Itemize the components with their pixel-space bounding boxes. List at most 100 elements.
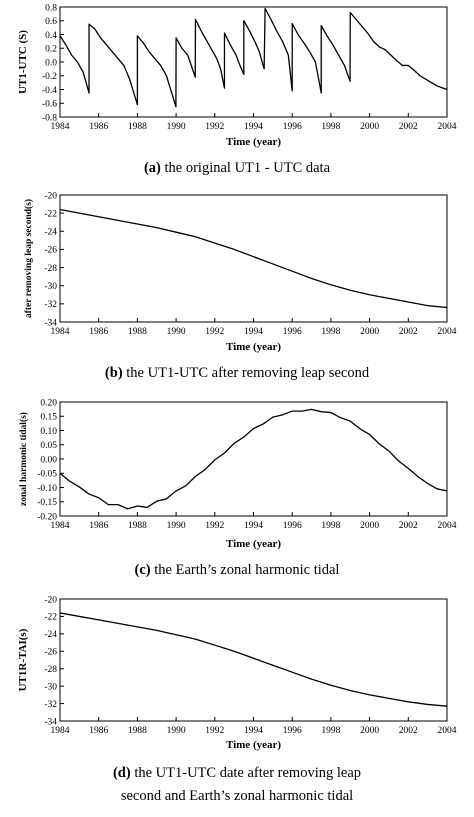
y-tick-label: -26 bbox=[44, 648, 57, 658]
y-tick-label: -0.20 bbox=[37, 512, 57, 522]
x-tick-label: 1988 bbox=[128, 122, 147, 132]
x-tick-label: 2002 bbox=[399, 521, 418, 531]
y-axis-label: zonal harmonic tidal(s) bbox=[18, 412, 29, 506]
y-tick-label: -22 bbox=[44, 209, 57, 219]
chart-panel-4: 1984 1986 1988 1990 1992 1994 1996 1998 2000 2002… bbox=[17, 595, 457, 804]
x-tick-label: 1990 bbox=[167, 521, 186, 531]
x-tick-label: 2002 bbox=[399, 327, 418, 337]
panel-caption-text: the UT1-UTC after removing leap second bbox=[123, 365, 370, 381]
x-tick-label: 1986 bbox=[89, 521, 108, 531]
x-tick-label: 2000 bbox=[360, 521, 379, 531]
y-tick-label: -24 bbox=[44, 630, 57, 640]
y-tick-label: -28 bbox=[44, 264, 57, 274]
y-tick-label: 0.00 bbox=[40, 455, 57, 465]
panel-caption: (d) the UT1-UTC date after removing leap bbox=[113, 765, 361, 781]
panel-caption-text: the Earth’s zonal harmonic tidal bbox=[151, 562, 340, 578]
panel-label: (d) bbox=[113, 765, 131, 781]
x-tick-label: 2004 bbox=[438, 327, 457, 337]
y-tick-label: -20 bbox=[44, 191, 57, 201]
x-tick-label: 2000 bbox=[360, 327, 379, 337]
x-tick-label: 1998 bbox=[321, 521, 340, 531]
x-tick-label: 1992 bbox=[205, 726, 224, 736]
x-tick-label: 1998 bbox=[321, 726, 340, 736]
y-tick-label: -34 bbox=[44, 717, 57, 727]
y-tick-label: -0.8 bbox=[42, 113, 57, 123]
series-line-1 bbox=[59, 208, 448, 309]
x-tick-label: 2000 bbox=[360, 122, 379, 132]
y-tick-label: -28 bbox=[44, 665, 57, 675]
x-tick-label: 1984 bbox=[51, 122, 70, 132]
x-tick-label: 1986 bbox=[89, 726, 108, 736]
y-tick-label: -22 bbox=[44, 613, 57, 623]
x-tick-label: 1988 bbox=[128, 327, 147, 337]
x-tick-label: 1994 bbox=[244, 327, 263, 337]
x-tick-label: 1984 bbox=[51, 726, 70, 736]
x-axis-label: Time (year) bbox=[226, 739, 281, 751]
y-tick-label: 0.0 bbox=[45, 58, 57, 68]
y-tick-label: -0.2 bbox=[42, 72, 57, 82]
x-tick-label: 1998 bbox=[321, 327, 340, 337]
y-tick-label: -32 bbox=[44, 700, 57, 710]
panel-caption: (a) the original UT1 - UTC data bbox=[144, 160, 331, 176]
y-tick-label: 0.20 bbox=[40, 398, 57, 408]
y-tick-label: 0.8 bbox=[45, 3, 57, 13]
series-line-1 bbox=[59, 408, 448, 510]
x-tick-label: 1986 bbox=[89, 122, 108, 132]
x-tick-label: 1990 bbox=[167, 327, 186, 337]
plot-frame bbox=[59, 6, 448, 118]
x-tick-label: 1998 bbox=[321, 122, 340, 132]
x-tick-label: 1996 bbox=[283, 726, 302, 736]
y-tick-label: 0.4 bbox=[45, 31, 57, 41]
series-line-1 bbox=[59, 612, 448, 707]
y-tick-label: 0.05 bbox=[40, 441, 57, 451]
panel-caption-text: the original UT1 - UTC data bbox=[161, 160, 331, 176]
x-tick-label: 1996 bbox=[283, 122, 302, 132]
y-tick-label: -34 bbox=[44, 318, 57, 328]
x-tick-label: 2002 bbox=[399, 726, 418, 736]
panel-label: (c) bbox=[135, 562, 151, 578]
y-tick-label: -0.4 bbox=[42, 86, 57, 96]
y-tick-label: -0.05 bbox=[37, 470, 57, 480]
x-tick-label: 1986 bbox=[89, 327, 108, 337]
panel-caption: (c) the Earth’s zonal harmonic tidal bbox=[135, 562, 340, 578]
x-tick-label: 1992 bbox=[205, 327, 224, 337]
x-tick-label: 1990 bbox=[167, 122, 186, 132]
panel-label: (b) bbox=[105, 365, 123, 381]
x-axis-label: Time (year) bbox=[226, 341, 281, 353]
x-tick-label: 2004 bbox=[438, 521, 457, 531]
panel-caption-line2: second and Earth’s zonal harmonic tidal bbox=[121, 788, 353, 804]
y-tick-label: -0.10 bbox=[37, 484, 57, 494]
panel-caption-text: the UT1-UTC date after removing leap bbox=[131, 765, 361, 781]
x-tick-label: 1994 bbox=[244, 726, 263, 736]
chart-panel-3: 1984 1986 1988 1990 1992 1994 1996 1998 2000 2002… bbox=[18, 398, 457, 578]
y-tick-label: 0.10 bbox=[40, 427, 57, 437]
y-tick-label: 0.15 bbox=[40, 413, 57, 423]
x-tick-label: 1994 bbox=[244, 521, 263, 531]
x-tick-label: 2002 bbox=[399, 122, 418, 132]
plot-frame bbox=[59, 598, 448, 722]
y-tick-label: -0.15 bbox=[37, 498, 57, 508]
plot-frame bbox=[59, 194, 448, 323]
plot-frame bbox=[59, 401, 448, 517]
x-axis-label: Time (year) bbox=[226, 136, 281, 148]
y-axis-label: UT1-UTC (S) bbox=[17, 30, 29, 94]
x-tick-label: 1988 bbox=[128, 521, 147, 531]
x-tick-label: 1984 bbox=[51, 327, 70, 337]
x-tick-label: 1996 bbox=[283, 521, 302, 531]
chart-panel-1: 1984 1986 1988 1990 1992 1994 1996 1998 2000 2002… bbox=[17, 3, 457, 176]
x-tick-label: 1992 bbox=[205, 122, 224, 132]
x-tick-label: 1988 bbox=[128, 726, 147, 736]
x-axis-label: Time (year) bbox=[226, 538, 281, 550]
y-tick-label: -30 bbox=[44, 282, 57, 292]
y-tick-label: 0.6 bbox=[45, 17, 57, 27]
y-tick-label: -32 bbox=[44, 300, 57, 310]
x-tick-label: 2000 bbox=[360, 726, 379, 736]
x-tick-label: 1992 bbox=[205, 521, 224, 531]
y-tick-label: -26 bbox=[44, 246, 57, 256]
y-tick-label: -24 bbox=[44, 228, 57, 238]
x-tick-label: 2004 bbox=[438, 726, 457, 736]
series-line-1 bbox=[59, 7, 448, 108]
y-axis-label: UT1R-TAI(s) bbox=[17, 628, 29, 691]
y-tick-label: -30 bbox=[44, 682, 57, 692]
